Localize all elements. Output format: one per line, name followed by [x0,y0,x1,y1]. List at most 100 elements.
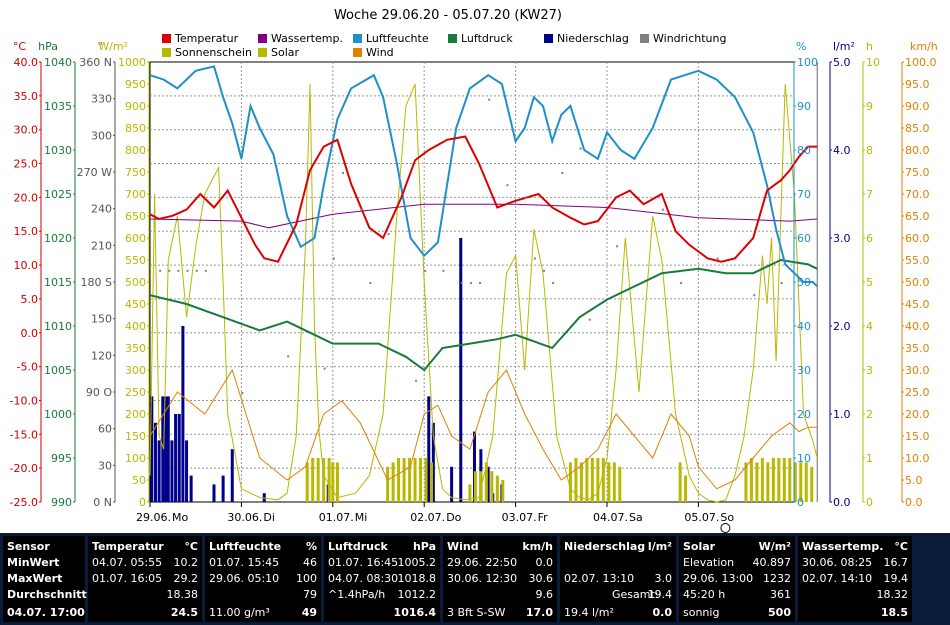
y-tick-label: 250 [125,386,146,399]
sunshine-bar [766,462,770,502]
wind-direction-point [552,282,555,284]
y-tick-label: 80.0 [905,144,930,157]
humidity-max-value: 100 [296,572,317,585]
sunshine-bar [305,462,309,502]
y-tick-label: 0 [866,496,873,509]
weather-chart: Woche 29.06.20 - 05.07.20 (KW27) Tempera… [10,8,938,533]
wind-direction-point [387,233,390,236]
rain-bar [177,414,181,502]
sunshine-bar [799,462,803,502]
wind-line [149,368,818,490]
y-tick-label: 85.0 [905,122,930,135]
solar-panel: Solar W/m² Elevation 40.897 29.06. 13:00 12… [679,536,795,622]
wind-direction-point [680,282,683,284]
y-axis-unit: h [866,40,873,53]
y-tick-label: 35.0 [905,342,930,355]
pressure-current: 1016.4 [393,606,436,619]
x-weekday-label: Mi [355,511,368,524]
sunshine-bar [568,462,572,502]
y-tick-label: 330 [91,93,112,106]
y-tick-label: 20.0 [14,191,39,204]
wind-direction-point [469,282,472,284]
temperature-max-time: 01.07. 16:05 [92,572,163,585]
sunshine-bar [473,471,477,502]
rain-bar [157,440,161,502]
solar-elevation-label: Elevation [683,556,735,569]
temperature-panel: Temperatur °C 04.07. 05:55 10.2 01.07. 16:… [88,536,202,622]
legend-swatch [353,34,362,43]
y-tick-label: 90 [797,100,811,113]
y-tick-label: 100 [125,452,146,465]
y-tick-label: 40 [797,320,811,333]
solar-title: Solar [683,540,716,553]
sensor-panel: Sensor MinWert MaxWert Durchschnitt 04.0… [3,536,87,622]
sunshine-bar [618,466,622,502]
sunshine-bar [311,458,315,502]
sunshine-bar [585,458,589,502]
rain-panel: Niederschlag l/m² 02.07. 13:10 3.0 Gesamt:… [560,536,676,622]
sunshine-bar [771,458,775,502]
sunshine-bar [793,462,797,502]
y-tick-label: 1.0 [833,408,851,421]
chart-title: Woche 29.06.20 - 05.07.20 (KW27) [334,8,562,23]
rain-bar [150,396,154,502]
sunshine-bar [413,458,417,502]
y-axes: 40.035.030.025.020.015.010.05.00.0-5.0-1… [10,56,937,509]
pressure-max-time: 04.07. 08:30 [328,572,399,585]
x-tick-label: 30.06. [227,511,262,524]
temperature-min-time: 04.07. 05:55 [92,556,163,569]
humidity-title: Luftfeuchte [209,540,282,553]
y-tick-label: 5 [866,276,873,289]
y-tick-label: 65.0 [905,210,930,223]
sunshine-bar [391,462,395,502]
water-min-time: 30.06. 08:25 [802,556,873,569]
wind-direction-point [159,269,162,272]
wind-average: 9.6 [535,588,554,601]
plot-area [149,61,795,503]
rain-sum: 19.4 l/m² [564,606,614,619]
y-tick-label: 750 [125,166,146,179]
y-tick-label: 4 [866,320,873,333]
pressure-min-time: 01.07. 16:45 [328,556,399,569]
sunshine-bar [782,458,786,502]
rain-bar [164,396,168,502]
y-tick-label: 60.0 [905,232,930,245]
sunshine-bar [386,466,390,502]
sunshine-bar [749,458,753,502]
sunshine-bar [607,462,611,502]
sunshine-bar [484,462,488,502]
solar-sunshine-hours: 45:20 h [683,588,726,601]
humidity-current: 49 [301,606,317,619]
humidity-min-time: 01.07. 15:45 [209,556,280,569]
rain-bar [181,326,185,502]
humidity-min-value: 46 [303,556,317,569]
y-tick-label: 7 [866,188,873,201]
wind-direction-point [460,282,463,284]
y-tick-label: 0.0 [833,496,851,509]
y-axis-unit: W/m² [98,40,128,53]
y-tick-label: 1 [866,452,873,465]
y-tick-label: 60 [98,423,112,436]
y-tick-label: 500 [125,276,146,289]
wind-direction-point [543,269,546,272]
wind-direction-point [332,257,335,260]
legend-swatch [258,34,267,43]
pressure-average: 1012.2 [397,588,437,601]
rain-total-label: Gesamt: [612,588,659,601]
y-tick-label: 50 [797,276,811,289]
legend-label: Temperatur [174,32,239,45]
rain-bar [170,440,174,502]
y-tick-label: 240 [91,203,112,216]
humidity-absolute: 11.00 g/m³ [209,606,270,619]
y-tick-label: -10.0 [10,394,38,407]
y-axis-unit: km/h [910,40,938,53]
water-title: Wassertemp. [802,540,884,553]
legend-label: Luftdruck [461,32,513,45]
sunshine-bar [596,458,600,502]
solar-condition: sonnig [683,606,720,619]
y-axis-unit: l/m² [833,40,855,53]
sunshine-bar [479,471,483,502]
y-tick-label: 95.0 [905,78,930,91]
x-weekday-label: So [720,511,734,524]
y-tick-label: 5.0 [21,293,39,306]
